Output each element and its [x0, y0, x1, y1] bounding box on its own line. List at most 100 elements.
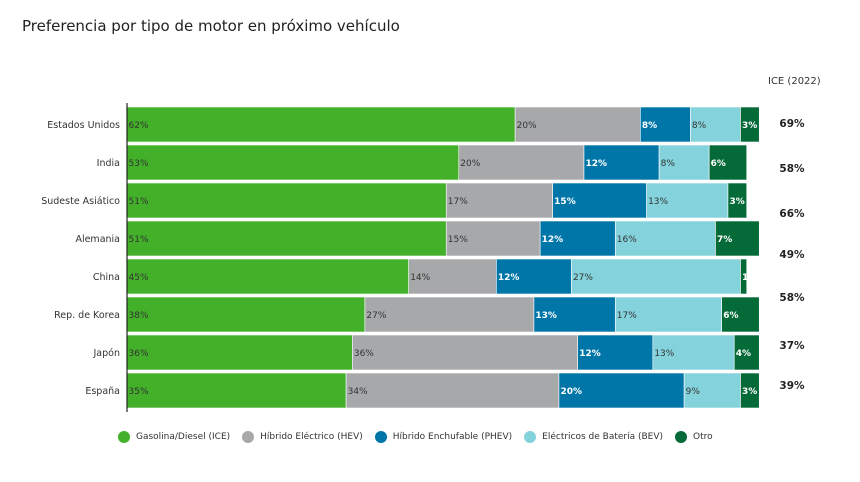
data-label: 17% — [617, 311, 637, 321]
data-label: 6% — [711, 159, 726, 169]
bar-segment — [126, 296, 366, 333]
legend-item: Gasolina/Diesel (ICE) — [118, 431, 230, 443]
bar-segment — [646, 182, 729, 219]
data-label: 13% — [648, 197, 668, 207]
data-label: 27% — [573, 273, 593, 283]
data-label: 12% — [579, 349, 601, 359]
data-label: 13% — [654, 349, 674, 359]
bar-segment — [658, 144, 710, 181]
data-label: 6% — [723, 311, 738, 321]
bar-segment — [715, 220, 760, 257]
category-label: China — [93, 272, 120, 283]
legend-marker-icon — [675, 431, 688, 443]
bar-segment — [577, 334, 654, 371]
legend-label: Otro — [693, 432, 713, 442]
bar-segment — [652, 334, 735, 371]
data-label: 12% — [585, 159, 607, 169]
bar-segment — [558, 372, 685, 409]
data-label: 36% — [129, 349, 149, 359]
bar-segment — [539, 220, 616, 257]
bar-segment — [408, 258, 497, 295]
bar-segment — [445, 220, 541, 257]
legend-label: Gasolina/Diesel (ICE) — [136, 432, 231, 442]
data-label: 3% — [742, 121, 757, 131]
data-label: 17% — [448, 197, 468, 207]
data-label: 35% — [129, 387, 149, 397]
ice-2022-value: 39% — [779, 380, 805, 392]
bar-segment — [533, 296, 616, 333]
category-label: Estados Unidos — [47, 120, 120, 131]
legend-label: Eléctricos de Batería (BEV) — [542, 432, 664, 442]
ice-2022-value: 69% — [779, 118, 805, 130]
data-label: 20% — [517, 121, 537, 131]
data-label: 3% — [729, 197, 744, 207]
bar-segment — [571, 258, 741, 295]
bar-segment — [126, 372, 347, 409]
data-label: 16% — [617, 235, 637, 245]
bar-segment — [345, 372, 560, 409]
ice-2022-value: 58% — [779, 292, 805, 304]
category-label: Rep. de Korea — [54, 310, 120, 321]
data-label: 62% — [129, 121, 149, 131]
legend-item: Eléctricos de Batería (BEV) — [524, 431, 663, 443]
data-label: 4% — [736, 349, 751, 359]
bar-segment — [126, 220, 447, 257]
data-label: 15% — [554, 197, 576, 207]
ice-2022-header: ICE (2022) — [768, 76, 821, 87]
data-label: 45% — [129, 273, 149, 283]
ice-2022-value: 66% — [779, 208, 805, 220]
legend-marker-icon — [374, 431, 387, 443]
data-label: 12% — [498, 273, 520, 283]
ice-2022-value: 49% — [779, 249, 805, 261]
bar-segment — [727, 182, 748, 219]
legend-marker-icon — [242, 431, 255, 443]
legend-item: Híbrido Eléctrico (HEV) — [242, 431, 363, 443]
data-label: 51% — [129, 197, 149, 207]
bar-segment — [458, 144, 585, 181]
data-label: 34% — [348, 387, 368, 397]
chart-title: Preferencia por tipo de motor en próximo… — [22, 17, 400, 35]
bar-segment — [733, 334, 760, 371]
legend-marker-icon — [524, 431, 537, 443]
data-label: 7% — [717, 235, 732, 245]
data-label: 13% — [535, 311, 557, 321]
bar-segment — [583, 144, 660, 181]
bar-segment — [640, 106, 691, 143]
bar-segment — [126, 144, 460, 181]
legend-label: Híbrido Eléctrico (HEV) — [260, 432, 363, 442]
data-label: 8% — [642, 121, 657, 131]
bar-segment — [614, 296, 723, 333]
data-label: 8% — [692, 121, 707, 131]
bar-segment — [352, 334, 579, 371]
bar-segment — [126, 334, 353, 371]
bar-segment — [496, 258, 572, 295]
category-label: India — [97, 158, 120, 169]
bar-segment — [721, 296, 760, 333]
bar-segment — [126, 258, 410, 295]
bar-segment — [740, 106, 760, 143]
data-label: 15% — [448, 235, 468, 245]
bar-segment — [364, 296, 535, 333]
data-label: 53% — [129, 159, 149, 169]
category-label: España — [85, 386, 120, 397]
bar-segment — [740, 258, 748, 295]
bar-segment — [614, 220, 716, 257]
data-label: 12% — [542, 235, 564, 245]
bar-segment — [126, 106, 516, 143]
data-label: 20% — [460, 159, 480, 169]
data-label: 14% — [410, 273, 430, 283]
legend-item: Híbrido Enchufable (PHEV) — [374, 431, 513, 443]
bar-segment — [690, 106, 741, 143]
bar-segment — [708, 144, 748, 181]
ice-2022-value: 37% — [779, 340, 805, 352]
ice-2022-value: 58% — [779, 163, 805, 175]
data-label: 8% — [661, 159, 676, 169]
data-label: 20% — [560, 387, 582, 397]
bar-segment — [683, 372, 741, 409]
data-label: 3% — [742, 387, 757, 397]
bar-segment — [552, 182, 647, 219]
legend-label: Híbrido Enchufable (PHEV) — [392, 432, 513, 442]
bar-segment — [514, 106, 641, 143]
